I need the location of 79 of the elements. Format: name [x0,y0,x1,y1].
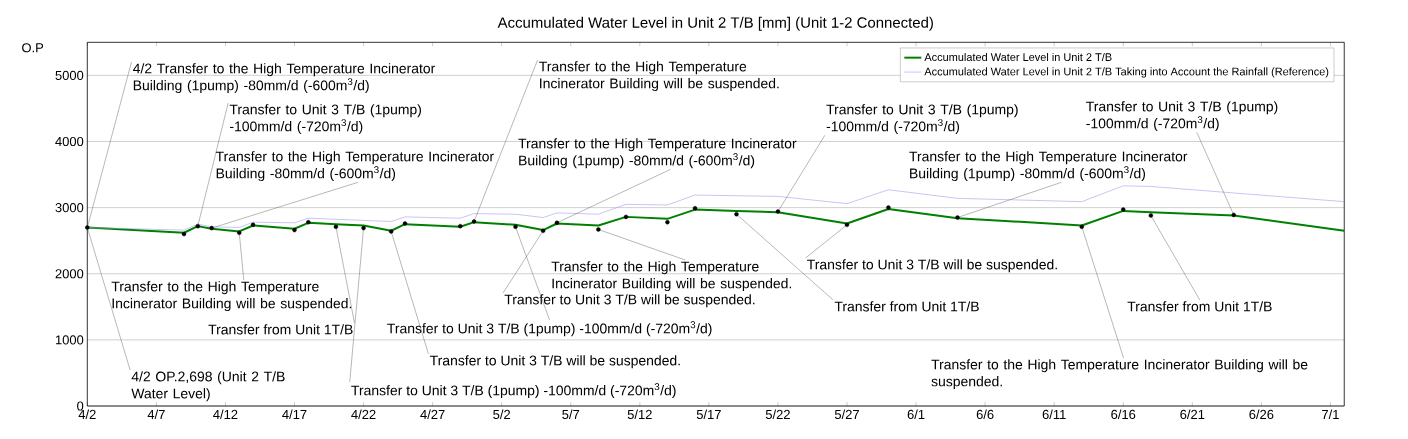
x-tick-label: 6/26 [1249,409,1274,420]
annotation: 4/2 OP.2,698 (Unit 2 T/B Water Level) [131,371,285,402]
annotation: Transfer to the High Temperature Incinerator Building will be suspended. [539,61,779,92]
annotation: Transfer to the High Temperature Incinerator Building will be suspended. [551,261,792,292]
x-tick-label: 5/12 [627,409,652,420]
x-tick-label: 5/7 [562,409,580,420]
point [292,227,297,233]
point [471,219,477,224]
point [181,231,187,237]
point [844,222,850,228]
y-tick-label: 2000 [55,269,84,279]
annotation: Transfer to Unit 3 T/B will be suspended. [807,259,1057,273]
point [596,227,601,232]
x-tick-label: 4/7 [147,409,165,420]
point [554,220,560,226]
point [1079,224,1084,229]
point [209,225,214,231]
point [692,206,698,211]
annotation: Transfer from Unit 1T/B [1127,301,1272,312]
point [734,212,739,217]
x-tick-label: 6/11 [1042,409,1066,420]
x-tick-label: 4/2 [78,409,96,420]
x-tick-label: 4/22 [351,409,376,420]
annotation: Transfer to Unit 3 T/B (1pump) -100mm/d (-720m$^{3}$/d) [229,104,421,135]
annotation: Transfer to Unit 3 T/B (1pump) -100mm/d (-720m$^{3}$/d) [387,321,712,337]
y-tick-label: 1000 [55,335,84,345]
point [361,225,366,231]
annotation: Transfer to Unit 3 T/B (1pump) -100mm/d (-720m$^{3}$/d) [826,104,1018,135]
annotation: Transfer to Unit 3 T/B will be suspended. [504,294,755,308]
annotation: Transfer to the High Temperature Incinerator Building will be suspended. [931,359,1308,390]
annotation: Transfer to the High Temperature Incinerator Building (1pump) -80mm/d (-600m$^{3}$/d) [518,138,797,169]
legend-label: Accumulated Water Level in Unit 2 T/B Taking into Account the Rainfall (Reference) [924,67,1329,78]
point [513,224,518,229]
x-tick-label: 4/12 [213,409,238,420]
x-tick-label: 5/22 [765,409,790,420]
x-tick-label: 6/1 [907,409,925,420]
point [1231,212,1236,218]
annotation: Transfer to the High Temperature Incinerator Building (1pump) -80mm/d (-600m$^{3}$/d) [909,151,1188,182]
x-tick-label: 7/1 [1322,409,1339,420]
point [1148,213,1154,218]
y-tick-label: 5000 [55,70,84,80]
point [623,214,629,220]
point [402,221,408,226]
annotation: Transfer to the High Temperature Incinerator Building will be suspended. [111,281,352,312]
x-tick-label: 5/17 [696,409,721,420]
x-tick-label: 4/27 [420,409,445,420]
x-tick-label: 6/21 [1180,409,1205,420]
point [85,225,90,230]
chart-title: Accumulated Water Level in Unit 2 T/B [mm] (Unit 1-2 Connected) [497,16,933,31]
annotation: 4/2 Transfer to the High Temperature Incinerator Building (1pump) -80mm/d (-600m$^{3}$/d) [133,63,436,94]
annotation: Transfer to Unit 3 T/B (1pump) -100mm/d (-720m$^{3}$/d) [1086,101,1278,132]
annotation: Transfer to Unit 3 T/B will be suspended. [429,355,680,369]
point [1121,207,1126,212]
point [458,223,463,229]
point [540,228,546,233]
x-tick-label: 6/6 [976,409,994,420]
x-tick-label: 5/2 [493,409,511,420]
annotation: Transfer to the High Temperature Incinerator Building -80mm/d (-600m$^{3}$/d) [215,151,494,182]
point [333,224,339,229]
x-tick-label: 4/17 [282,409,307,420]
y-axis-title: O.P [22,43,44,53]
point [886,205,891,210]
x-tick-label: 5/27 [834,409,859,420]
annotation: Transfer from Unit 1T/B [834,301,979,312]
y-tick-label: 0 [77,401,84,411]
legend-label: Accumulated Water Level in Unit 2 T/B [924,52,1112,61]
annotation: Transfer from Unit 1T/B [208,324,353,335]
annotation: Transfer to Unit 3 T/B (1pump) -100mm/d (-720m$^{3}$/d) [351,383,676,399]
point [775,209,781,214]
point [388,229,394,234]
point [955,215,960,220]
x-tick-label: 6/16 [1111,409,1136,420]
y-tick-label: 3000 [55,203,84,213]
point [237,230,242,235]
point [306,219,311,225]
point [665,219,670,225]
point [195,223,200,229]
point [250,222,256,228]
y-tick-label: 4000 [55,136,84,147]
